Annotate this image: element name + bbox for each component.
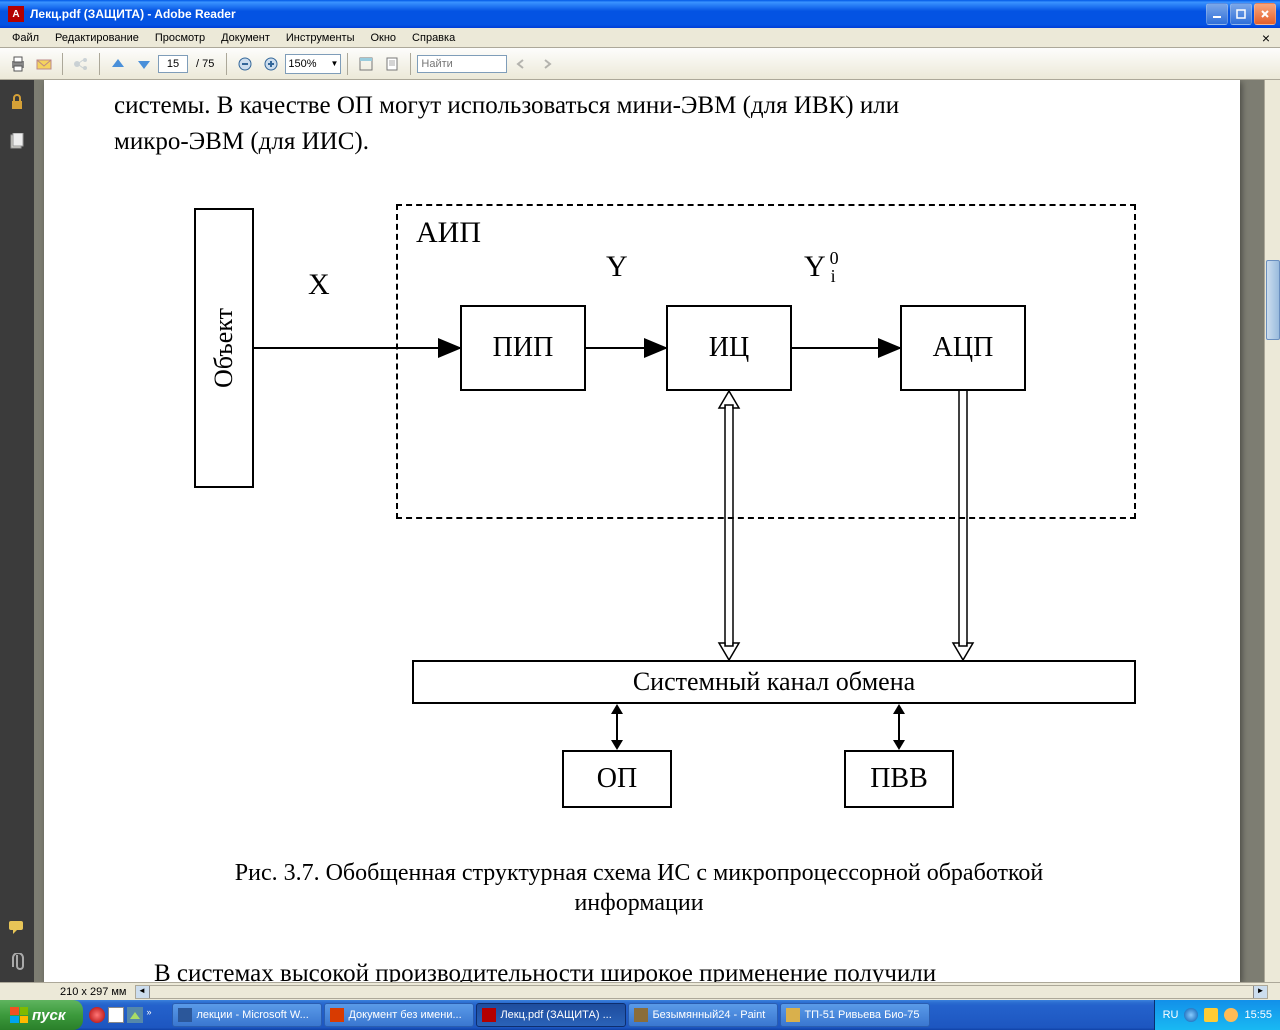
figure-caption-l1: Рис. 3.7. Обобщенная структурная схема И… — [114, 860, 1164, 887]
find-prev-button[interactable] — [509, 52, 533, 76]
page-number-input[interactable] — [158, 55, 188, 73]
menu-document[interactable]: Документ — [213, 30, 278, 46]
task-item[interactable]: Безымянный24 - Paint — [628, 1003, 778, 1027]
paragraph-line: микро-ЭВМ (для ИИС). — [114, 128, 369, 156]
node-acp: АЦП — [900, 305, 1026, 391]
ql-icon[interactable] — [89, 1007, 105, 1023]
nodes-icon[interactable] — [69, 52, 93, 76]
task-item[interactable]: Документ без имени... — [324, 1003, 474, 1027]
pages-panel-icon[interactable] — [7, 132, 27, 152]
pdf-page: системы. В качестве ОП могут использоват… — [44, 80, 1240, 982]
task-item[interactable]: ТП-51 Ривьева Био-75 — [780, 1003, 930, 1027]
find-input[interactable] — [417, 55, 507, 73]
zoom-in-button[interactable] — [259, 52, 283, 76]
ql-icon[interactable]: » — [146, 1007, 162, 1023]
figure-caption-l2: информации — [114, 890, 1164, 917]
tray-icon[interactable] — [1224, 1008, 1238, 1022]
menu-file[interactable]: Файл — [4, 30, 47, 46]
page-down-button[interactable] — [132, 52, 156, 76]
signal-y0i: Y0i — [804, 250, 840, 284]
diagram: Объект АИП ПИП ИЦ АЦП Системный канал об… — [144, 190, 1144, 830]
menu-tools[interactable]: Инструменты — [278, 30, 363, 46]
node-op: ОП — [562, 750, 672, 808]
maximize-button[interactable] — [1230, 3, 1252, 25]
tray-icon[interactable] — [1204, 1008, 1218, 1022]
taskbar: пуск » лекции - Microsoft W... Документ … — [0, 1000, 1280, 1030]
node-object: Объект — [194, 208, 254, 488]
find-next-button[interactable] — [535, 52, 559, 76]
start-button[interactable]: пуск — [0, 1000, 83, 1030]
email-button[interactable] — [32, 52, 56, 76]
sidebar — [0, 80, 34, 982]
menu-edit[interactable]: Редактирование — [47, 30, 147, 46]
task-item[interactable]: Лекц.pdf (ЗАЩИТА) ... — [476, 1003, 626, 1027]
quick-launch: » — [83, 1007, 168, 1023]
node-pvv: ПВВ — [844, 750, 954, 808]
page-dims: 210 x 297 мм — [4, 986, 127, 998]
zoom-select[interactable]: 150%▼ — [285, 54, 341, 74]
titlebar: A Лекц.pdf (ЗАЩИТА) - Adobe Reader — [0, 0, 1280, 28]
task-items: лекции - Microsoft W... Документ без име… — [168, 1003, 1153, 1027]
ql-icon[interactable] — [127, 1007, 143, 1023]
tray-icon[interactable] — [1184, 1008, 1198, 1022]
page-total: / 75 — [190, 58, 220, 70]
main-area: системы. В качестве ОП могут использоват… — [0, 80, 1280, 982]
ql-icon[interactable] — [108, 1007, 124, 1023]
menu-close-doc[interactable]: × — [1256, 30, 1276, 46]
node-bus: Системный канал обмена — [412, 660, 1136, 704]
horizontal-scrollbar[interactable]: ◄ ► — [135, 985, 1269, 999]
page-up-button[interactable] — [106, 52, 130, 76]
zoom-out-button[interactable] — [233, 52, 257, 76]
menu-view[interactable]: Просмотр — [147, 30, 213, 46]
clock[interactable]: 15:55 — [1244, 1009, 1272, 1021]
node-ic: ИЦ — [666, 305, 792, 391]
menu-window[interactable]: Окно — [362, 30, 404, 46]
node-pip: ПИП — [460, 305, 586, 391]
signal-x: X — [308, 268, 330, 302]
system-tray: RU 15:55 — [1154, 1000, 1280, 1030]
attachments-icon[interactable] — [7, 952, 27, 972]
app-icon: A — [8, 6, 24, 22]
label-aip: АИП — [416, 216, 481, 250]
vertical-scrollbar[interactable] — [1264, 80, 1280, 982]
signal-y: Y — [606, 250, 628, 284]
close-button[interactable] — [1254, 3, 1276, 25]
task-item[interactable]: лекции - Microsoft W... — [172, 1003, 322, 1027]
menubar: Файл Редактирование Просмотр Документ Ин… — [0, 28, 1280, 48]
document-viewport[interactable]: системы. В качестве ОП могут использоват… — [34, 80, 1280, 982]
windows-flag-icon — [10, 1007, 28, 1023]
fit-page-button[interactable] — [380, 52, 404, 76]
window-title: Лекц.pdf (ЗАЩИТА) - Adobe Reader — [28, 7, 1206, 21]
menu-help[interactable]: Справка — [404, 30, 463, 46]
minimize-button[interactable] — [1206, 3, 1228, 25]
paragraph-line: системы. В качестве ОП могут использоват… — [114, 92, 1164, 120]
fit-width-button[interactable] — [354, 52, 378, 76]
lang-indicator[interactable]: RU — [1163, 1009, 1179, 1021]
comments-icon[interactable] — [7, 918, 27, 938]
lock-icon[interactable] — [7, 92, 27, 112]
paragraph2: В системах высокой производительности ши… — [154, 960, 1164, 982]
toolbar: / 75 150%▼ — [0, 48, 1280, 80]
statusbar: 210 x 297 мм ◄ ► — [0, 982, 1280, 1000]
print-button[interactable] — [6, 52, 30, 76]
